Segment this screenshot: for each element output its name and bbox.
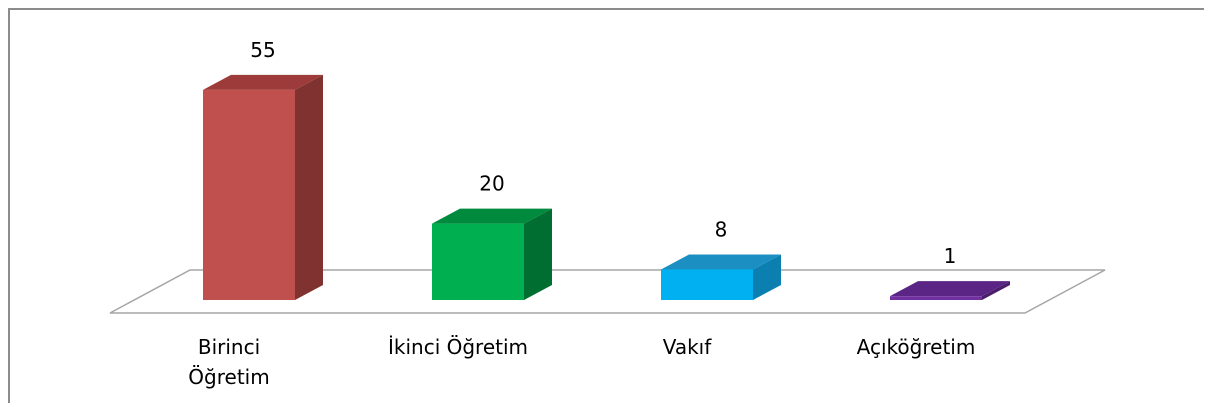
bar-side [295,74,323,301]
x-tick-label: Açıköğretim [856,335,976,359]
bar-side [753,254,781,300]
value-label: 8 [715,217,728,241]
bar-top [661,254,781,270]
x-tick-label: Birinci Öğretim [188,335,270,389]
value-label: 1 [944,244,957,268]
bar [432,223,524,300]
floor [109,269,1106,314]
chart-border [8,8,1204,403]
bar [890,296,982,300]
bar [661,269,753,300]
bar-side [524,208,552,300]
bar-top [432,208,552,224]
x-tick-label: İkinci Öğretim [387,335,529,359]
value-label: 20 [479,172,504,196]
bar-top [890,281,1010,297]
bar-side [982,281,1010,300]
bar [203,89,295,301]
value-label: 55 [250,38,275,62]
bar-top [203,74,323,90]
x-tick-label: Vakıf [662,335,712,359]
